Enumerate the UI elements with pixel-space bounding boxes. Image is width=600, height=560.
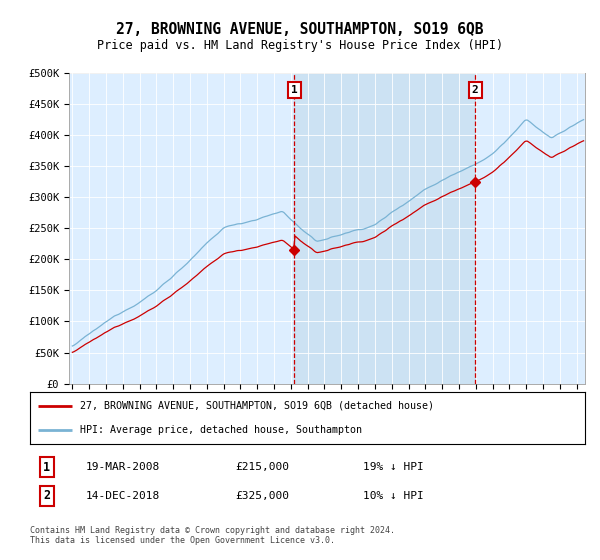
Text: 10% ↓ HPI: 10% ↓ HPI <box>363 491 424 501</box>
Text: 19-MAR-2008: 19-MAR-2008 <box>86 462 160 472</box>
Text: Contains HM Land Registry data © Crown copyright and database right 2024.
This d: Contains HM Land Registry data © Crown c… <box>30 525 395 545</box>
Text: £325,000: £325,000 <box>235 491 289 501</box>
Bar <box>295 73 475 384</box>
Text: 1: 1 <box>291 85 298 95</box>
Text: 1: 1 <box>43 461 50 474</box>
Text: Price paid vs. HM Land Registry's House Price Index (HPI): Price paid vs. HM Land Registry's House … <box>97 39 503 52</box>
Text: £215,000: £215,000 <box>235 462 289 472</box>
Text: 27, BROWNING AVENUE, SOUTHAMPTON, SO19 6QB: 27, BROWNING AVENUE, SOUTHAMPTON, SO19 6… <box>116 22 484 38</box>
Text: 2: 2 <box>43 489 50 502</box>
Text: 14-DEC-2018: 14-DEC-2018 <box>86 491 160 501</box>
Text: 27, BROWNING AVENUE, SOUTHAMPTON, SO19 6QB (detached house): 27, BROWNING AVENUE, SOUTHAMPTON, SO19 6… <box>80 401 434 411</box>
Text: 19% ↓ HPI: 19% ↓ HPI <box>363 462 424 472</box>
Text: HPI: Average price, detached house, Southampton: HPI: Average price, detached house, Sout… <box>80 424 362 435</box>
Text: 2: 2 <box>472 85 478 95</box>
